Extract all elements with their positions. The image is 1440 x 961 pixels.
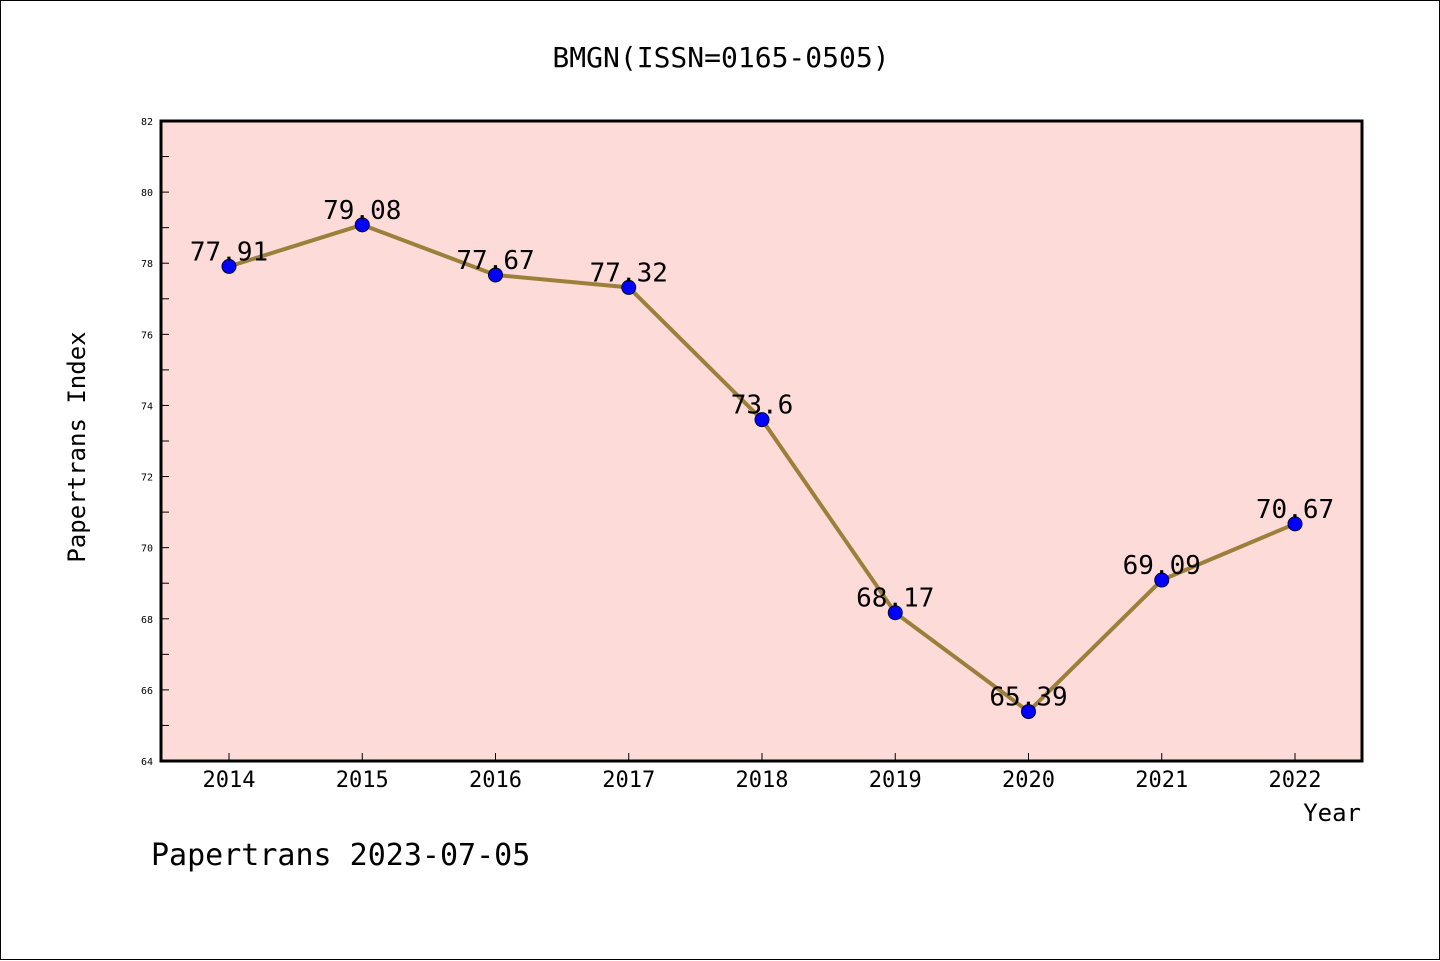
y-tick-label: 76 — [141, 330, 153, 341]
data-point — [754, 412, 770, 428]
x-tick-label: 2020 — [1002, 768, 1055, 793]
data-point — [621, 279, 637, 295]
x-axis-ticks: 2014 2015 2016 2017 2018 2019 2020 2021 2022 — [203, 753, 1322, 793]
x-tick-label: 2015 — [336, 768, 389, 793]
x-tick-label: 2017 — [602, 768, 655, 793]
data-label: 68.17 — [856, 584, 934, 614]
chart-title: BMGN(ISSN=0165-0505) — [552, 41, 889, 74]
series-layer: 77.91 79.08 77.67 77.32 73.6 68.17 65.39 69.09 7… — [190, 196, 1334, 720]
data-label: 77.32 — [590, 258, 668, 288]
y-tick-label: 82 — [141, 117, 153, 128]
x-tick-label: 2018 — [736, 768, 789, 793]
x-tick-label: 2021 — [1135, 768, 1188, 793]
data-label: 69.09 — [1123, 551, 1201, 581]
data-point — [221, 258, 237, 274]
x-tick-label: 2019 — [869, 768, 922, 793]
data-label: 77.67 — [456, 246, 534, 276]
y-tick-label: 72 — [141, 473, 153, 484]
y-tick-label: 66 — [141, 686, 153, 697]
data-label: 70.67 — [1256, 495, 1334, 525]
footer-text: Papertrans 2023-07-05 — [151, 838, 530, 873]
data-point — [887, 605, 903, 621]
data-label: 73.6 — [731, 391, 794, 421]
data-point — [354, 217, 370, 233]
y-tick-label: 64 — [141, 757, 153, 768]
x-axis-title: Year — [1303, 799, 1361, 827]
data-point — [1021, 704, 1036, 720]
data-label: 65.39 — [989, 683, 1067, 713]
data-point — [488, 267, 503, 283]
data-point — [1287, 516, 1303, 532]
y-tick-label: 68 — [141, 615, 153, 626]
x-tick-label: 2022 — [1269, 768, 1322, 793]
y-tick-label: 78 — [141, 259, 153, 270]
y-tick-label: 74 — [141, 401, 153, 412]
data-label: 77.91 — [190, 237, 268, 267]
data-point — [1154, 572, 1170, 588]
x-tick-label: 2016 — [469, 768, 522, 793]
data-label: 79.08 — [323, 196, 401, 226]
x-tick-label: 2014 — [203, 768, 256, 793]
y-tick-label: 80 — [141, 188, 153, 199]
y-axis-title: Papertrans Index — [63, 331, 91, 562]
y-tick-label: 70 — [141, 544, 153, 555]
y-axis-ticks: 64 66 68 70 72 74 76 78 80 82 — [141, 117, 169, 768]
